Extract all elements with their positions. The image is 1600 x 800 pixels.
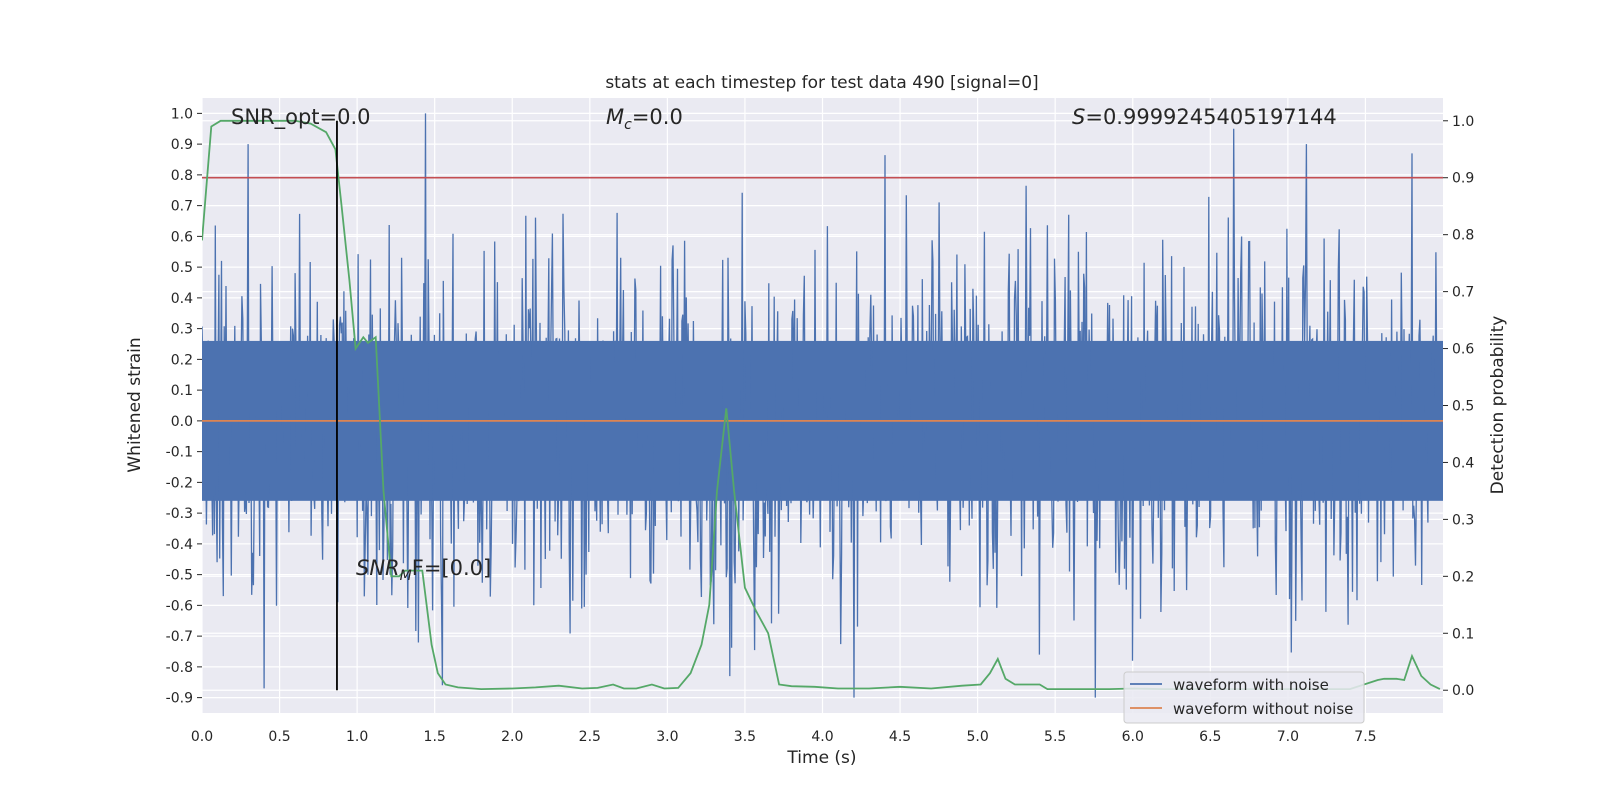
left-y-axis-ticks: 1.0 0.9 0.8 0.7 0.6 0.5 0.4 0.3 0.2 0.1 0.0 -0.1 -0.… [166, 106, 202, 707]
left-y-tick-label: 0.8 [171, 168, 193, 184]
snr-opt-annotation: SNR_opt=0.0 [231, 105, 371, 130]
left-y-tick-label: 0.4 [171, 291, 193, 307]
left-y-tick-label: 0.3 [171, 322, 193, 338]
left-y-tick-label: -0.2 [166, 475, 193, 491]
score-value: =0.9999245405197144 [1085, 105, 1336, 129]
score-symbol: S [1072, 105, 1085, 129]
snr-mf-value: F=[0.0] [412, 556, 491, 580]
x-axis-ticks: 0.0 0.5 1.0 1.5 2.0 2.5 3.0 3.5 4.0 4.5 5.0 5.5 6.0 6… [191, 729, 1377, 745]
x-tick-label: 1.5 [424, 729, 446, 745]
right-y-axis-ticks: 1.0 0.9 0.8 0.7 0.6 0.5 0.4 0.3 0.2 0.1 0.0 [1443, 114, 1474, 699]
snr-mf-subscript: M [400, 568, 412, 584]
right-y-tick-label: 0.6 [1452, 342, 1474, 358]
left-y-tick-label: 0.6 [171, 229, 193, 245]
left-y-tick-label: -0.7 [166, 629, 193, 645]
left-y-tick-label: 0.0 [171, 414, 193, 430]
score-annotation: S=0.9999245405197144 [1072, 105, 1337, 129]
snr-mf-symbol: SNR [356, 556, 400, 580]
left-y-tick-label: 0.9 [171, 137, 193, 153]
x-tick-label: 3.5 [734, 729, 756, 745]
x-tick-label: 5.5 [1044, 729, 1066, 745]
chirp-mass-value: =0.0 [632, 105, 683, 129]
x-tick-label: 2.5 [579, 729, 601, 745]
left-y-axis-label: Whitened strain [125, 337, 145, 472]
left-y-tick-label: -0.6 [166, 598, 193, 614]
noise-trace [202, 113, 1443, 698]
left-y-tick-label: 0.5 [171, 260, 193, 276]
left-y-tick-label: -0.5 [166, 568, 193, 584]
right-y-tick-label: 0.4 [1452, 455, 1474, 471]
left-y-tick-label: -0.1 [166, 445, 193, 461]
left-y-tick-label: 1.0 [171, 106, 193, 122]
right-y-tick-label: 0.5 [1452, 399, 1474, 415]
left-y-tick-label: 0.7 [171, 199, 193, 215]
right-y-tick-label: 0.7 [1452, 285, 1474, 301]
right-y-tick-label: 0.8 [1452, 228, 1474, 244]
legend-box [1123, 671, 1365, 724]
x-tick-label: 5.0 [966, 729, 988, 745]
x-tick-label: 7.5 [1354, 729, 1376, 745]
snr-mf-annotation: SNRMF=[0.0] [356, 556, 491, 584]
x-tick-label: 4.0 [811, 729, 833, 745]
x-axis-label: Time (s) [786, 748, 856, 768]
right-y-tick-label: 0.1 [1452, 626, 1474, 642]
left-y-tick-label: 0.1 [171, 383, 193, 399]
chirp-mass-subscript: c [624, 117, 632, 133]
x-tick-label: 6.0 [1122, 729, 1144, 745]
chart-title: stats at each timestep for test data 490… [605, 73, 1038, 93]
x-tick-label: 4.5 [889, 729, 911, 745]
right-y-tick-label: 0.0 [1452, 683, 1474, 699]
x-tick-label: 0.0 [191, 729, 213, 745]
right-y-axis-label: Detection probability [1488, 316, 1508, 495]
chirp-mass-annotation: Mc=0.0 [606, 105, 683, 133]
left-y-tick-label: -0.3 [166, 506, 193, 522]
right-y-tick-label: 0.9 [1452, 171, 1474, 187]
left-y-tick-label: -0.8 [166, 660, 193, 676]
x-tick-label: 7.0 [1277, 729, 1299, 745]
left-y-tick-label: 0.2 [171, 352, 193, 368]
legend: waveform with noise waveform without noi… [1123, 671, 1365, 724]
right-y-tick-label: 0.3 [1452, 512, 1474, 528]
x-tick-label: 2.0 [501, 729, 523, 745]
chirp-mass-symbol: M [606, 105, 624, 129]
right-y-tick-label: 0.2 [1452, 569, 1474, 585]
x-tick-label: 3.0 [656, 729, 678, 745]
left-y-tick-label: -0.4 [166, 537, 193, 553]
x-tick-label: 1.0 [346, 729, 368, 745]
x-tick-label: 6.5 [1199, 729, 1221, 745]
legend-label-noise: waveform with noise [1173, 676, 1329, 694]
x-tick-label: 0.5 [268, 729, 290, 745]
legend-label-clean: waveform without noise [1173, 700, 1353, 718]
right-y-tick-label: 1.0 [1452, 114, 1474, 130]
left-y-tick-label: -0.9 [166, 691, 193, 707]
